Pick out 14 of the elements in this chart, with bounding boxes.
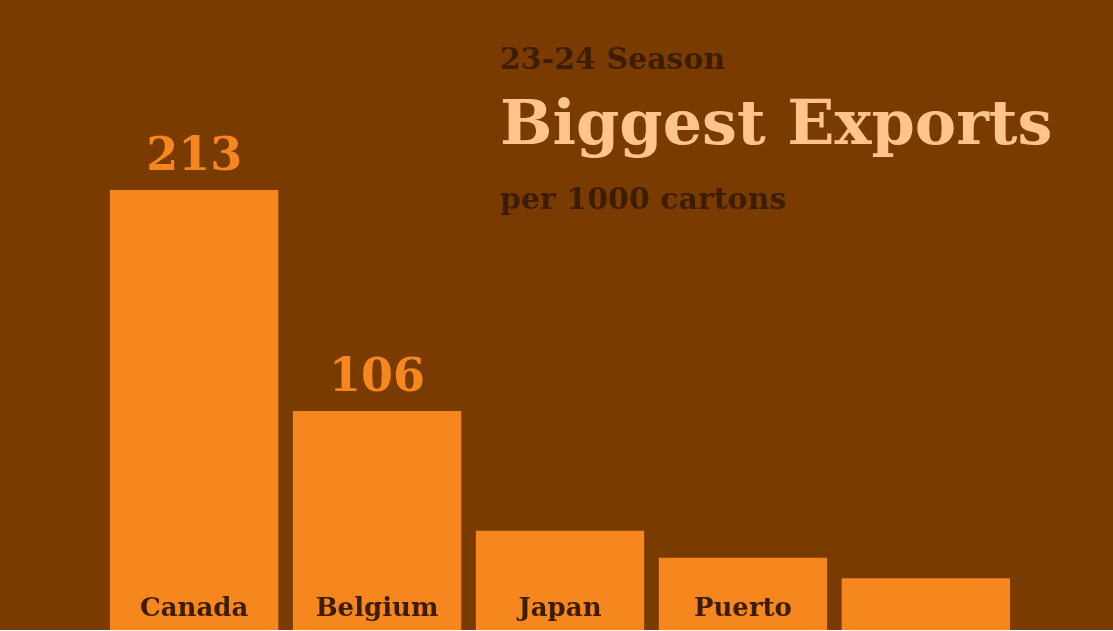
x-tick-label: Japan	[516, 592, 602, 622]
chart-subtitle: 23-24 Season	[500, 41, 726, 76]
x-tick-label: Belgium	[315, 592, 439, 622]
data-label: 213	[146, 127, 243, 181]
chart-title: Biggest Exports	[500, 86, 1053, 159]
bar	[110, 190, 279, 630]
bar	[292, 411, 462, 630]
data-label: 106	[329, 348, 426, 403]
x-tick-label: Puerto	[693, 592, 792, 622]
bar	[658, 557, 828, 630]
annotation: per 1000 cartons	[500, 181, 787, 216]
x-tick-label: Canada	[139, 592, 249, 622]
bar	[475, 530, 645, 630]
bar	[841, 578, 1010, 630]
